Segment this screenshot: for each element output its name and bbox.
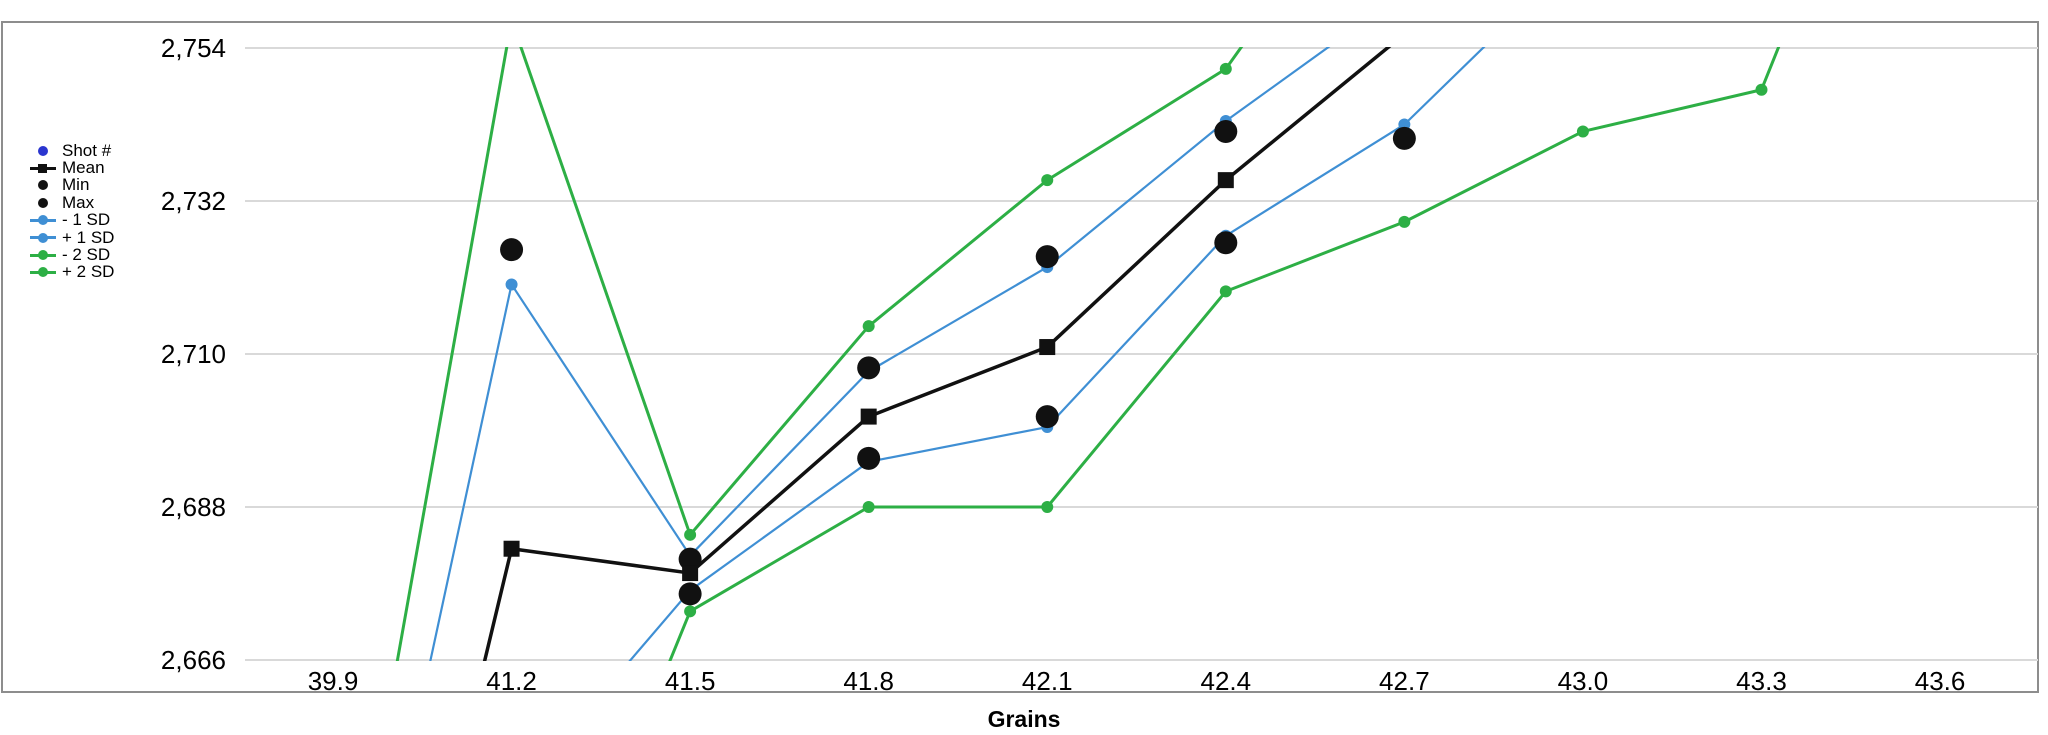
legend-item-label: - 1 SD: [62, 210, 111, 230]
legend-item-label: Mean: [62, 158, 105, 178]
x-tick-label: 41.8: [843, 666, 894, 696]
x-tick-label: 42.4: [1200, 666, 1251, 696]
point-max: [500, 238, 524, 262]
point-min: [1214, 231, 1238, 255]
legend-marker-icon: [28, 213, 62, 227]
legend-dot-icon: [38, 232, 48, 243]
point-max: [1214, 119, 1238, 143]
x-tick-label: 43.6: [1915, 666, 1966, 696]
x-tick-label: 42.1: [1022, 666, 1073, 696]
point--2-sd: [862, 501, 875, 513]
point-mean: [1217, 172, 1234, 189]
point--2-sd: [1219, 62, 1232, 75]
legend-item[interactable]: - 1 SD: [28, 210, 114, 230]
point--2-sd: [684, 528, 697, 541]
legend-marker-icon: [28, 248, 62, 262]
point--2-sd: [1219, 285, 1232, 298]
legend-dot-icon: [38, 215, 48, 226]
legend-item[interactable]: + 1 SD: [28, 227, 115, 247]
legend-dot-icon: [38, 250, 48, 261]
chart-legend: Shot # Mean Min Max - 1 SD + 1 SD - 2 SD: [28, 140, 115, 282]
legend-item[interactable]: Max: [28, 192, 114, 212]
x-tick-label: 39.9: [308, 666, 359, 696]
legend-item[interactable]: - 2 SD: [28, 245, 114, 265]
series-markers: [500, 62, 1768, 618]
point-min: [1392, 126, 1416, 150]
point--2-sd: [1041, 501, 1054, 513]
legend-dot-icon: [38, 180, 48, 191]
y-tick-label: 2,666: [161, 645, 226, 675]
y-tick-label: 2,688: [161, 492, 226, 522]
legend-marker-icon: [28, 161, 62, 175]
point-min: [857, 446, 881, 470]
y-tick-label: 2,710: [161, 339, 226, 369]
legend-marker-icon: [28, 231, 62, 245]
legend-dot-icon: [38, 145, 48, 156]
series-lines: [395, 47, 1781, 661]
y-axis-labels: 2,754 2,732 2,710 2,688 2,666: [161, 33, 226, 675]
legend-item[interactable]: Mean: [28, 158, 114, 178]
legend-item-label: Min: [62, 175, 90, 195]
point-mean: [682, 565, 699, 582]
point--2-sd: [862, 320, 875, 333]
series-line--2-sd: [668, 47, 1781, 661]
series-line--1-sd: [628, 47, 1486, 661]
chart-frame: [1, 21, 2039, 693]
point-min: [678, 582, 702, 606]
x-tick-label: 41.5: [665, 666, 716, 696]
point-max: [1035, 245, 1059, 269]
legend-marker-icon: [28, 144, 62, 158]
series-line-mean: [482, 47, 1392, 661]
point-mean: [860, 408, 877, 425]
legend-item[interactable]: + 2 SD: [28, 262, 115, 282]
point--2-sd: [684, 605, 697, 618]
legend-item[interactable]: Shot #: [28, 140, 114, 160]
point-max: [678, 547, 702, 571]
legend-item-label: - 2 SD: [62, 245, 111, 265]
point-min: [1035, 405, 1059, 429]
x-axis-labels: 39.9 41.2 41.5 41.8 42.1 42.4 42.7 43.0 43.3 43.6: [308, 666, 1966, 696]
legend-item-label: Shot #: [62, 140, 112, 160]
point-max: [857, 356, 881, 380]
point-mean: [503, 540, 520, 557]
gridlines: [245, 47, 2038, 661]
x-axis-title: Grains: [987, 706, 1061, 732]
legend-marker-icon: [28, 178, 62, 192]
x-tick-label: 41.2: [486, 666, 537, 696]
point--2-sd: [1398, 215, 1411, 228]
point--2-sd: [1576, 125, 1589, 138]
point-mean: [1039, 339, 1056, 356]
x-tick-label: 42.7: [1379, 666, 1430, 696]
point--2-sd: [1041, 174, 1054, 187]
legend-item-label: + 2 SD: [62, 262, 115, 282]
legend-marker-icon: [28, 265, 62, 279]
x-tick-label: 43.0: [1558, 666, 1609, 696]
point--2-sd: [1755, 83, 1768, 96]
legend-dot-icon: [38, 267, 48, 278]
legend-item-label: Max: [62, 192, 95, 212]
legend-dot-icon: [38, 197, 48, 208]
legend-item[interactable]: Min: [28, 175, 114, 195]
legend-item-label: + 1 SD: [62, 227, 115, 247]
x-tick-label: 43.3: [1736, 666, 1787, 696]
legend-marker-icon: [28, 196, 62, 210]
y-tick-label: 2,732: [161, 186, 226, 216]
legend-square-icon: [38, 163, 47, 173]
y-tick-label: 2,754: [161, 33, 226, 63]
point--1-sd: [505, 278, 518, 291]
